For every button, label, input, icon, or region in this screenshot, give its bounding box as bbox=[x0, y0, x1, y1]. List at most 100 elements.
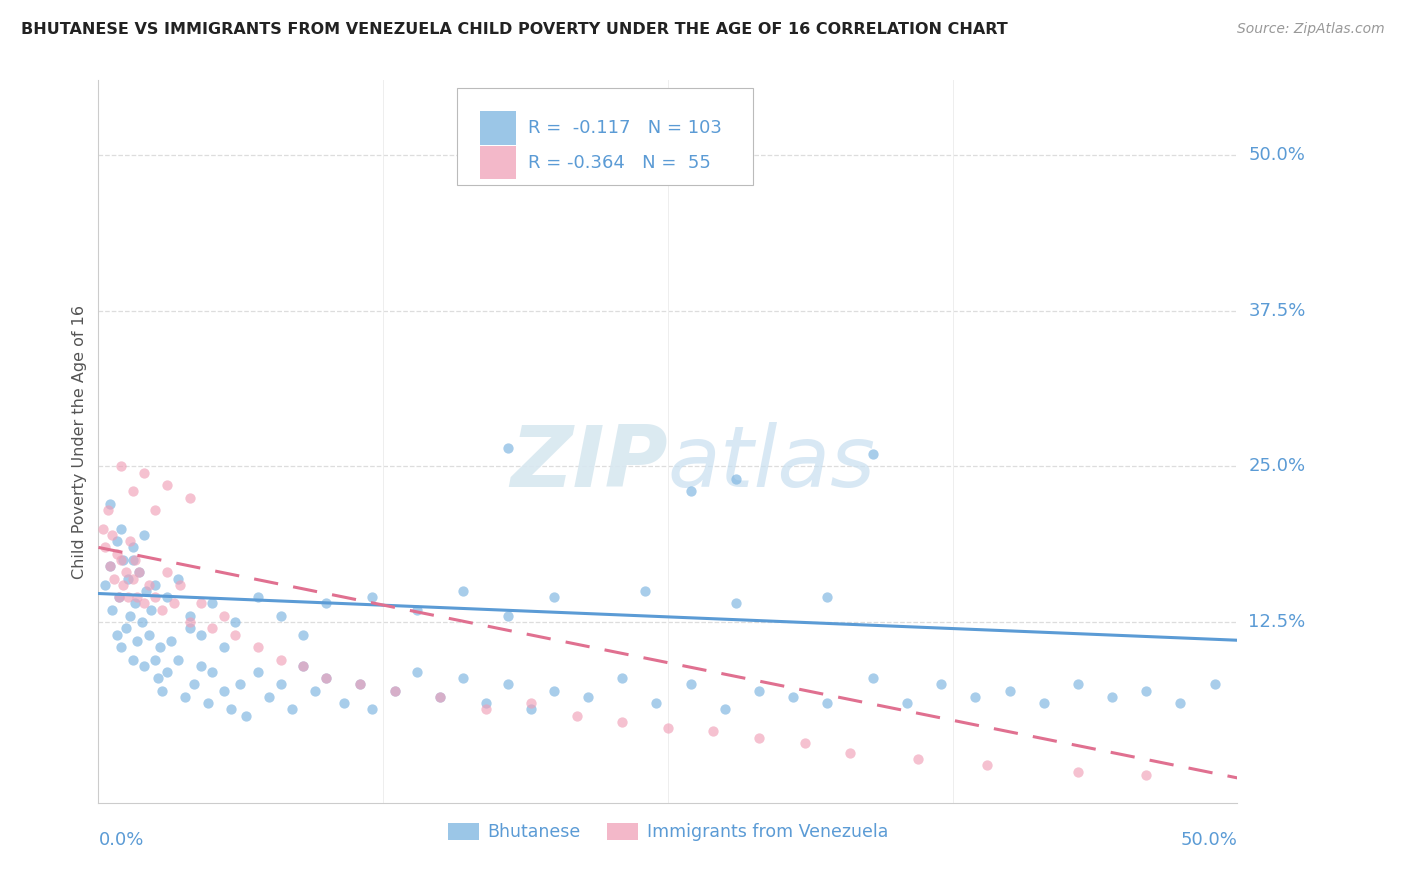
Point bbox=[110, 459, 132, 474]
Point bbox=[333, 696, 356, 710]
Point bbox=[201, 665, 224, 679]
Point bbox=[169, 578, 191, 592]
Point bbox=[657, 721, 679, 735]
Point bbox=[120, 534, 142, 549]
Point bbox=[907, 752, 929, 766]
Point bbox=[1101, 690, 1123, 704]
Point bbox=[219, 702, 242, 716]
Point bbox=[197, 696, 219, 710]
Point bbox=[815, 696, 838, 710]
Legend: Bhutanese, Immigrants from Venezuela: Bhutanese, Immigrants from Venezuela bbox=[440, 816, 896, 848]
Point bbox=[965, 690, 987, 704]
Point bbox=[281, 702, 304, 716]
Point bbox=[315, 671, 337, 685]
Point bbox=[725, 472, 748, 486]
Point bbox=[179, 621, 201, 635]
Point bbox=[112, 578, 135, 592]
Point bbox=[862, 671, 884, 685]
Point bbox=[815, 591, 838, 605]
Point bbox=[498, 609, 520, 624]
Point bbox=[612, 714, 634, 729]
FancyBboxPatch shape bbox=[479, 146, 516, 179]
Point bbox=[748, 731, 770, 745]
Point bbox=[150, 683, 173, 698]
Point bbox=[94, 578, 117, 592]
Point bbox=[349, 677, 371, 691]
Point bbox=[748, 683, 770, 698]
Point bbox=[429, 690, 451, 704]
Point bbox=[224, 615, 246, 630]
Point bbox=[98, 559, 121, 574]
Point bbox=[132, 466, 155, 480]
Point bbox=[212, 683, 235, 698]
Point bbox=[634, 584, 657, 599]
Text: 0.0%: 0.0% bbox=[98, 831, 143, 849]
Point bbox=[108, 591, 131, 605]
Point bbox=[565, 708, 588, 723]
Point bbox=[360, 702, 382, 716]
Point bbox=[190, 627, 212, 641]
Point bbox=[132, 528, 155, 542]
FancyBboxPatch shape bbox=[457, 87, 754, 185]
Point bbox=[645, 696, 668, 710]
Text: 37.5%: 37.5% bbox=[1249, 301, 1306, 319]
Text: 50.0%: 50.0% bbox=[1249, 146, 1305, 164]
Point bbox=[212, 640, 235, 654]
Text: Source: ZipAtlas.com: Source: ZipAtlas.com bbox=[1237, 22, 1385, 37]
Point bbox=[1032, 696, 1054, 710]
Point bbox=[270, 677, 292, 691]
Point bbox=[156, 591, 179, 605]
Point bbox=[98, 559, 121, 574]
Point bbox=[162, 597, 184, 611]
Text: R =  -0.117   N = 103: R = -0.117 N = 103 bbox=[527, 119, 721, 137]
Point bbox=[406, 603, 429, 617]
Point bbox=[292, 658, 315, 673]
Point bbox=[1170, 696, 1192, 710]
Point bbox=[117, 572, 139, 586]
Point bbox=[124, 553, 146, 567]
Point bbox=[132, 658, 155, 673]
Point bbox=[384, 683, 406, 698]
Text: 25.0%: 25.0% bbox=[1249, 458, 1306, 475]
Point bbox=[360, 591, 382, 605]
Point bbox=[112, 553, 135, 567]
Point bbox=[929, 677, 952, 691]
Point bbox=[498, 441, 520, 455]
Point bbox=[201, 621, 224, 635]
Point bbox=[121, 484, 143, 499]
Point bbox=[235, 708, 257, 723]
Point bbox=[451, 584, 474, 599]
Point bbox=[292, 627, 315, 641]
Point bbox=[349, 677, 371, 691]
Point bbox=[124, 597, 146, 611]
Point bbox=[1135, 768, 1157, 782]
Point bbox=[117, 591, 139, 605]
Point bbox=[179, 615, 201, 630]
Point bbox=[101, 528, 124, 542]
Point bbox=[156, 478, 179, 492]
Point bbox=[315, 597, 337, 611]
Point bbox=[862, 447, 884, 461]
Point bbox=[114, 566, 136, 580]
Point bbox=[96, 503, 118, 517]
Point bbox=[793, 736, 815, 750]
Point bbox=[976, 758, 998, 772]
Point bbox=[110, 522, 132, 536]
Point bbox=[105, 547, 128, 561]
Point bbox=[94, 541, 117, 555]
Point bbox=[451, 671, 474, 685]
Point bbox=[228, 677, 250, 691]
Point bbox=[520, 696, 543, 710]
Point bbox=[270, 609, 292, 624]
Point bbox=[998, 683, 1021, 698]
Point bbox=[120, 609, 142, 624]
Point bbox=[543, 683, 565, 698]
Point bbox=[246, 665, 269, 679]
Point bbox=[201, 597, 224, 611]
Point bbox=[145, 503, 167, 517]
Y-axis label: Child Poverty Under the Age of 16: Child Poverty Under the Age of 16 bbox=[72, 304, 87, 579]
Point bbox=[896, 696, 918, 710]
Point bbox=[292, 658, 315, 673]
Point bbox=[304, 683, 326, 698]
Point bbox=[725, 597, 748, 611]
